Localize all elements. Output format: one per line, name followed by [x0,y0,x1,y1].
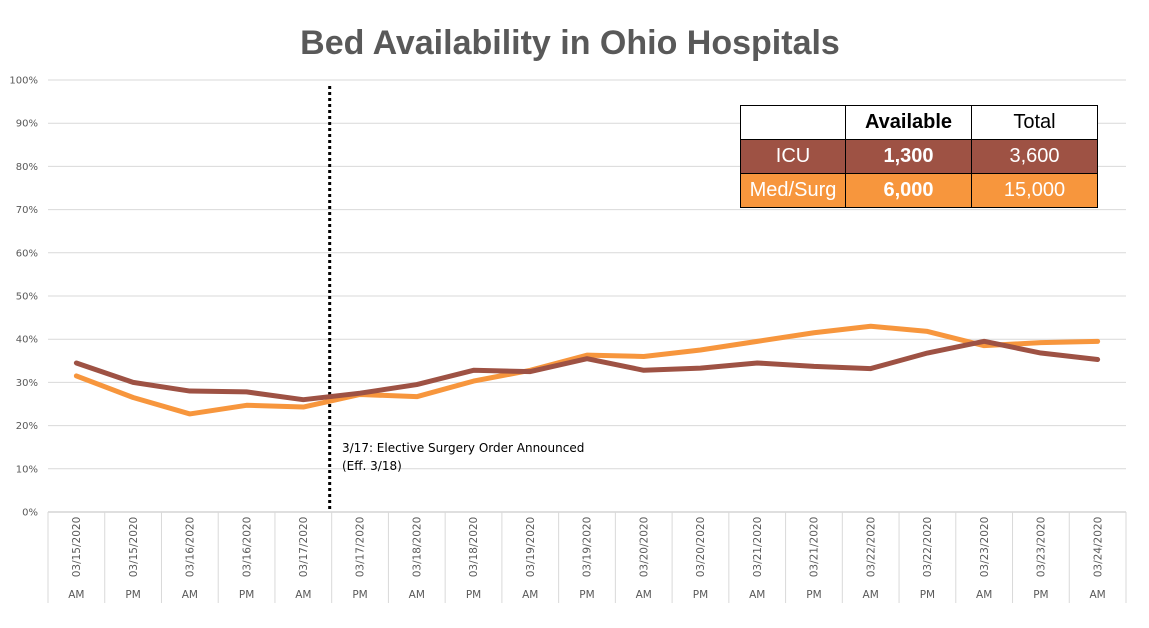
y-tick-label: 0% [22,508,38,519]
x-tick-period: AM [182,589,198,601]
x-tick-date: 03/22/2020 [922,517,934,578]
summary-row-label: ICU [740,139,846,174]
x-tick-date: 03/18/2020 [468,517,480,578]
x-tick-period: PM [920,589,935,601]
x-tick-date: 03/17/2020 [355,517,367,578]
summary-header-total: Total [971,105,1098,140]
y-tick-label: 50% [16,292,38,303]
marker-annotation-line2: (Eff. 3/18) [342,459,402,473]
x-tick-date: 03/21/2020 [809,517,821,578]
x-tick-date: 03/23/2020 [979,517,991,578]
x-tick-period: PM [466,589,481,601]
y-axis-ticks: 0% 10% 20% 30% 40% 50% 60% 70% 80% 90% 100% [9,76,38,519]
x-tick-period: AM [1090,589,1106,601]
x-tick-date: 03/22/2020 [865,517,877,578]
x-tick-date: 03/19/2020 [582,517,594,578]
summary-row-icu: ICU 1,300 3,600 [740,139,1098,174]
summary-row-available: 1,300 [845,139,972,174]
x-tick-date: 03/15/2020 [128,517,140,578]
x-tick-period: PM [579,589,594,601]
bed-summary-table: Available Total ICU 1,300 3,600 Med/Surg… [740,105,1098,208]
y-tick-label: 10% [16,464,38,475]
series-line-icu [73,338,1101,403]
x-tick-period: AM [409,589,425,601]
x-tick-date: 03/15/2020 [71,517,83,578]
x-tick-period: AM [636,589,652,601]
x-tick-date: 03/16/2020 [241,517,253,578]
x-tick-period: AM [863,589,879,601]
summary-header-available: Available [845,105,972,140]
y-tick-label: 30% [16,378,38,389]
summary-row-total: 3,600 [971,139,1098,174]
x-tick-period: AM [522,589,538,601]
x-tick-period: AM [295,589,311,601]
x-tick-date: 03/18/2020 [411,517,423,578]
x-tick-date: 03/20/2020 [695,517,707,578]
y-tick-label: 20% [16,421,38,432]
x-tick-period: PM [806,589,821,601]
x-tick-date: 03/17/2020 [298,517,310,578]
x-tick-date: 03/20/2020 [638,517,650,578]
y-tick-label: 80% [16,162,38,173]
summary-header-blank [740,105,846,140]
marker-annotation-line1: 3/17: Elective Surgery Order Announced [342,441,584,455]
x-tick-date: 03/23/2020 [1036,517,1048,578]
x-tick-period: PM [352,589,367,601]
chart-title: Bed Availability in Ohio Hospitals [300,24,840,62]
x-tick-period: AM [68,589,84,601]
summary-header-row: Available Total [740,105,1098,140]
x-tick-date: 03/19/2020 [525,517,537,578]
y-tick-label: 90% [16,119,38,130]
x-tick-date: 03/16/2020 [185,517,197,578]
x-tick-period: PM [125,589,140,601]
series-lines [73,323,1101,417]
x-tick-period: PM [1033,589,1048,601]
y-tick-label: 100% [9,76,38,87]
x-axis: 03/15/2020 AM 03/15/2020 PM 03/16/2020 AM 03/1… [47,511,1127,603]
summary-row-label: Med/Surg [740,173,846,208]
x-tick-period: PM [239,589,254,601]
y-tick-label: 70% [16,205,38,216]
y-tick-label: 60% [16,248,38,259]
summary-row-medsurg: Med/Surg 6,000 15,000 [740,173,1098,208]
x-tick-period: AM [749,589,765,601]
y-tick-label: 40% [16,335,38,346]
x-tick-date: 03/21/2020 [752,517,764,578]
summary-row-available: 6,000 [845,173,972,208]
x-tick-period: PM [693,589,708,601]
summary-row-total: 15,000 [971,173,1098,208]
x-tick-date: 03/24/2020 [1092,517,1104,578]
x-tick-period: AM [976,589,992,601]
